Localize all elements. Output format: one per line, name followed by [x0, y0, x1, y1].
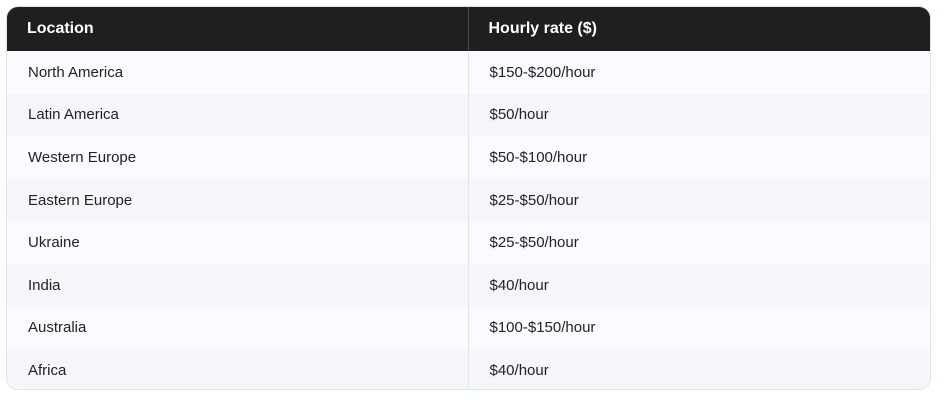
cell-location: Latin America [7, 93, 469, 137]
table-row: India $40/hour [7, 263, 930, 307]
cell-location: Africa [7, 349, 469, 389]
table-row: Latin America $50/hour [7, 93, 930, 137]
header-location: Location [7, 7, 469, 51]
header-hourly-rate: Hourly rate ($) [468, 7, 930, 51]
table-row: Western Europe $50-$100/hour [7, 136, 930, 179]
table-row: North America $150-$200/hour [7, 51, 930, 94]
hourly-rates-table: Location Hourly rate ($) North America $… [7, 7, 930, 389]
rates-table-container: Location Hourly rate ($) North America $… [6, 6, 931, 390]
cell-location: Ukraine [7, 221, 469, 264]
cell-rate: $50/hour [468, 93, 930, 137]
table-row: Australia $100-$150/hour [7, 306, 930, 350]
cell-rate: $25-$50/hour [468, 178, 930, 222]
cell-rate: $40/hour [468, 263, 930, 307]
table-row: Eastern Europe $25-$50/hour [7, 178, 930, 222]
cell-location: North America [7, 51, 469, 94]
table-header-row: Location Hourly rate ($) [7, 7, 930, 51]
cell-location: Australia [7, 306, 469, 350]
table-row: Africa $40/hour [7, 349, 930, 389]
cell-location: India [7, 263, 469, 307]
cell-rate: $50-$100/hour [468, 136, 930, 179]
cell-rate: $40/hour [468, 349, 930, 389]
cell-location: Eastern Europe [7, 178, 469, 222]
cell-location: Western Europe [7, 136, 469, 179]
table-row: Ukraine $25-$50/hour [7, 221, 930, 264]
cell-rate: $25-$50/hour [468, 221, 930, 264]
cell-rate: $100-$150/hour [468, 306, 930, 350]
cell-rate: $150-$200/hour [468, 51, 930, 94]
